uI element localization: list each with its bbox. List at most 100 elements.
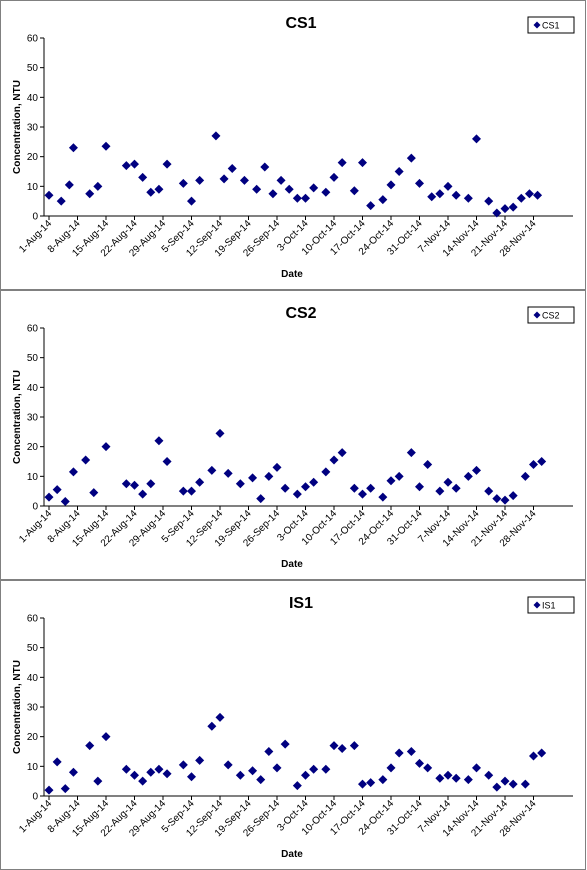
data-point	[64, 180, 74, 190]
data-point	[223, 468, 233, 478]
data-point	[101, 442, 111, 452]
data-point	[44, 190, 54, 200]
data-point	[130, 480, 139, 490]
legend-label: CS2	[542, 311, 560, 321]
y-tick-label: 40	[27, 383, 39, 394]
x-axis-label: Date	[281, 559, 303, 570]
data-point	[337, 448, 347, 458]
y-tick-label: 20	[27, 152, 39, 163]
data-point	[358, 158, 367, 168]
data-point	[272, 763, 282, 773]
legend: CS1	[527, 16, 575, 34]
data-point	[358, 489, 367, 499]
y-tick-label: 50	[27, 353, 39, 364]
legend-box	[527, 596, 575, 614]
y-tick-label: 0	[32, 212, 38, 223]
data-point	[508, 779, 518, 789]
data-point	[329, 455, 339, 465]
data-point	[44, 785, 54, 795]
data-point	[529, 751, 538, 761]
data-point	[101, 732, 111, 742]
data-point	[378, 775, 388, 785]
data-point	[280, 739, 290, 749]
data-point	[138, 489, 148, 499]
data-point	[358, 779, 367, 789]
data-point	[138, 172, 148, 182]
data-point	[484, 486, 494, 496]
y-tick-label: 50	[27, 63, 39, 74]
data-point	[68, 467, 78, 477]
data-point	[329, 172, 339, 182]
data-point	[337, 158, 347, 168]
data-point	[162, 769, 172, 779]
legend-marker	[533, 21, 541, 29]
data-point	[85, 189, 95, 199]
chart-panel-cs1: CS1 0 10 20 30 40 50 60 1-Aug-14 8-Aug-14 15-Aug-1…	[0, 0, 586, 290]
legend-marker	[533, 311, 541, 319]
data-point	[349, 186, 359, 196]
y-tick-label: 30	[27, 703, 39, 714]
data-point	[187, 772, 196, 782]
data-point	[162, 159, 172, 169]
data-point	[52, 757, 62, 767]
legend: CS2	[527, 306, 575, 324]
data-point	[415, 178, 424, 188]
chart-title: CS1	[285, 15, 316, 32]
data-point	[248, 766, 258, 776]
data-point	[321, 764, 331, 774]
y-tick-label: 50	[27, 643, 39, 654]
data-point	[415, 758, 424, 768]
data-point	[406, 448, 416, 458]
data-point	[154, 436, 164, 446]
data-point	[386, 180, 396, 190]
data-point	[268, 189, 278, 199]
data-point	[309, 764, 319, 774]
data-point	[349, 741, 359, 751]
data-point	[520, 471, 530, 481]
data-point	[378, 195, 388, 205]
legend-box	[527, 16, 575, 34]
legend-label: IS1	[542, 601, 556, 611]
chart-svg-is1: IS101020304050601-Aug-148-Aug-1415-Aug-1…	[12, 595, 575, 860]
y-axis-label: Concentration, NTU	[12, 370, 23, 464]
data-point	[44, 492, 54, 502]
legend: IS1	[527, 596, 575, 614]
data-point	[195, 175, 205, 185]
data-point	[472, 763, 481, 773]
data-point	[537, 748, 547, 758]
data-point	[366, 201, 376, 211]
data-point	[406, 747, 416, 756]
data-point	[146, 479, 156, 489]
data-point	[207, 721, 217, 731]
data-point	[524, 189, 534, 199]
data-point	[309, 477, 319, 487]
data-point	[178, 760, 188, 770]
data-point	[443, 181, 453, 191]
data-point	[121, 479, 131, 489]
data-point	[321, 467, 331, 477]
chart-svg-cs2: CS201020304050601-Aug-148-Aug-1415-Aug-1…	[12, 305, 575, 570]
y-tick-label: 0	[32, 792, 38, 803]
data-point	[223, 760, 233, 770]
data-point	[349, 483, 359, 493]
data-point	[423, 459, 433, 469]
chart-svg-cs1: CS101020304050601-Aug-148-Aug-1415-Aug-1…	[12, 15, 575, 280]
data-point	[52, 485, 62, 495]
data-point	[366, 778, 376, 788]
data-point	[500, 204, 510, 214]
legend-marker	[533, 601, 541, 609]
data-point	[463, 471, 473, 481]
data-point	[292, 781, 302, 791]
data-point	[484, 770, 494, 780]
y-tick-label: 20	[27, 442, 39, 453]
data-point	[264, 471, 274, 481]
data-point	[301, 770, 310, 780]
y-tick-label: 60	[27, 324, 39, 335]
data-point	[280, 483, 290, 493]
data-point	[394, 471, 404, 481]
data-point	[301, 193, 310, 203]
data-point	[451, 190, 461, 200]
x-axis-label: Date	[281, 269, 303, 280]
data-point	[292, 489, 302, 499]
data-point	[386, 476, 396, 486]
